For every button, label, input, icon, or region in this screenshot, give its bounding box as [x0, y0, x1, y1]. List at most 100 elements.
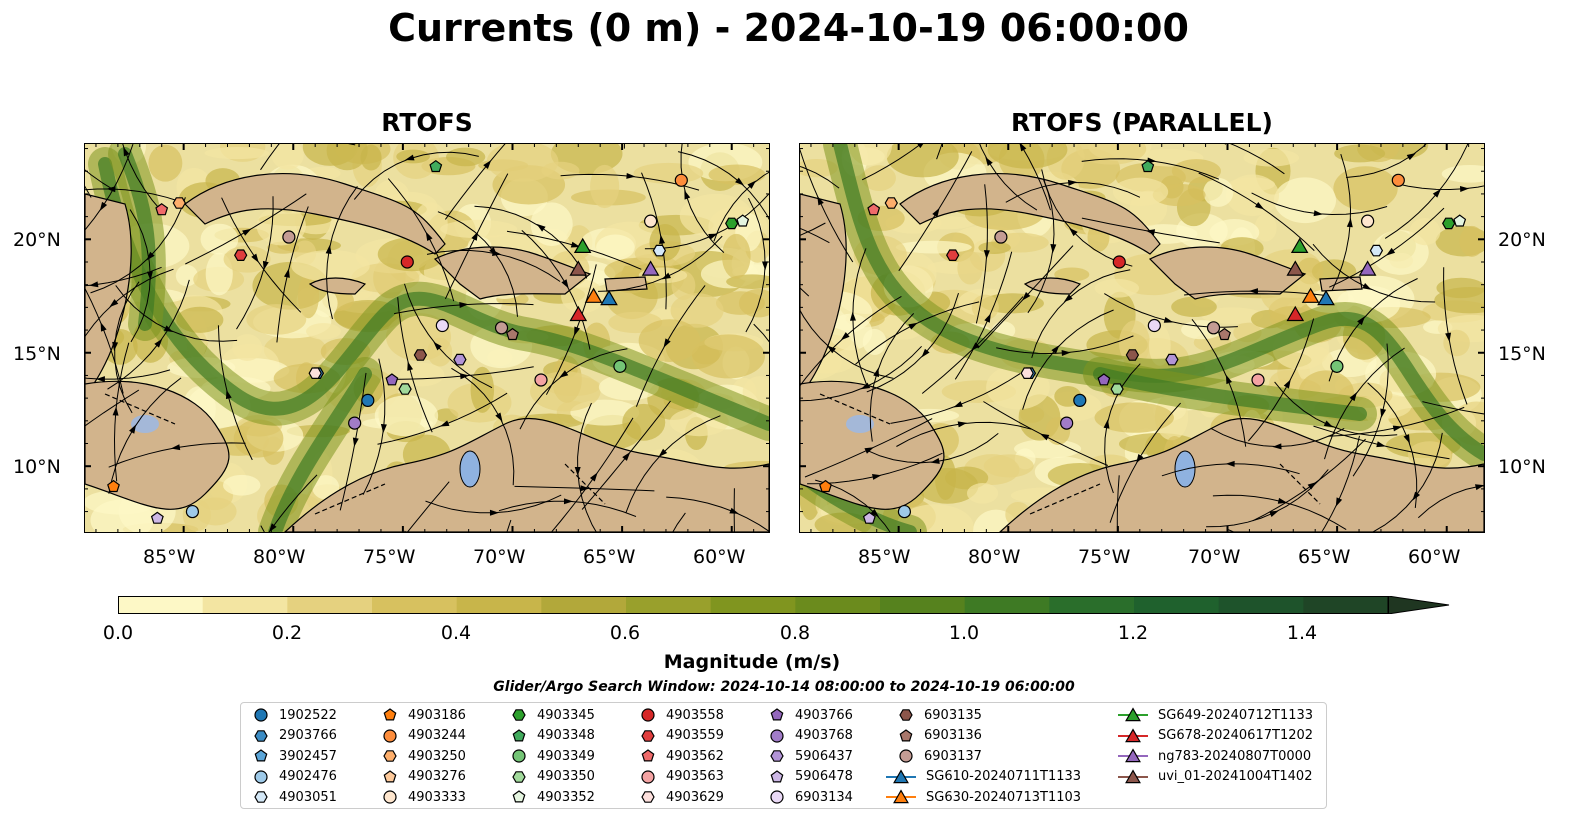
- glider-marker-SG678-20240617T1202[interactable]: [1286, 305, 1305, 322]
- legend-item: 5906478: [767, 767, 853, 787]
- argo-marker-4903349[interactable]: [1330, 359, 1344, 373]
- argo-marker-4903250[interactable]: [884, 197, 898, 209]
- legend-item: 6903134: [767, 787, 853, 807]
- legend-item-label: 5906478: [795, 769, 853, 785]
- argo-marker-4903563[interactable]: [534, 373, 548, 387]
- argo-marker-4903766[interactable]: [1097, 373, 1111, 386]
- argo-marker-4903559[interactable]: [234, 249, 248, 262]
- streamline: [800, 222, 826, 236]
- colorbar-segment: [372, 596, 458, 614]
- argo-marker-6903137[interactable]: [282, 230, 296, 244]
- argo-marker-4903629[interactable]: [308, 367, 322, 379]
- argo-marker-4903345[interactable]: [1442, 217, 1456, 230]
- argo-marker-4903333[interactable]: [644, 214, 658, 228]
- glider-marker-SG649-20240712T1133[interactable]: [573, 237, 592, 254]
- colorbar-tick-7: 1.4: [1286, 622, 1318, 644]
- argo-marker-4903350[interactable]: [398, 383, 412, 395]
- legend-item: 4903244: [380, 726, 466, 746]
- argo-marker-4903559[interactable]: [946, 249, 960, 262]
- streamline-arrow: [561, 279, 569, 289]
- argo-marker-5906437[interactable]: [1165, 353, 1179, 366]
- argo-marker-4903766[interactable]: [385, 373, 399, 386]
- lake-maracaibo: [459, 450, 481, 488]
- legend-item: SG649-20240712T1133: [1116, 705, 1313, 725]
- streamline-arrow: [1225, 460, 1235, 467]
- argo-marker-4903186[interactable]: [107, 479, 120, 493]
- map-rtofs-canvas: [85, 144, 769, 532]
- glider-marker-SG630-20240713T1103[interactable]: [1301, 287, 1320, 303]
- argo-marker-6903137[interactable]: [994, 230, 1008, 244]
- streamline-arrow: [1145, 229, 1156, 236]
- glider-marker-SG610-20240711T1133[interactable]: [600, 289, 618, 306]
- argo-marker-5906437[interactable]: [453, 353, 467, 366]
- legend-item-label: SG649-20240712T1133: [1158, 707, 1314, 723]
- argo-marker-4903563[interactable]: [1251, 373, 1265, 387]
- glider-marker-SG630-20240713T1103[interactable]: [584, 287, 603, 303]
- argo-marker-6903136[interactable]: [506, 327, 519, 341]
- glider-marker-SG678-20240617T1202[interactable]: [569, 305, 588, 322]
- argo-marker-4903333[interactable]: [1361, 214, 1375, 228]
- argo-marker-4903352[interactable]: [1453, 214, 1467, 227]
- argo-marker-4903768[interactable]: [348, 416, 362, 430]
- hexagon-marker-icon: [899, 709, 913, 721]
- glider-marker-SG649-20240712T1133[interactable]: [1290, 237, 1309, 254]
- argo-marker-4902476[interactable]: [897, 504, 912, 519]
- streamline-arrow: [471, 231, 479, 241]
- argo-marker-6903134[interactable]: [1147, 318, 1161, 333]
- argo-marker-6903136[interactable]: [1218, 327, 1231, 341]
- argo-marker-4903345[interactable]: [725, 217, 739, 230]
- streamline-arrow: [489, 246, 498, 256]
- pentagon-marker-icon: [254, 749, 268, 762]
- argo-marker-6903135[interactable]: [413, 349, 428, 361]
- argo-marker-4903350[interactable]: [1110, 383, 1124, 395]
- map-rtofs[interactable]: [84, 143, 770, 533]
- argo-marker-4902476[interactable]: [185, 504, 200, 519]
- argo-marker-4903051[interactable]: [1369, 244, 1384, 257]
- argo-marker-1902522[interactable]: [361, 393, 375, 407]
- lat-tick-10n: 10°N: [13, 456, 61, 478]
- argo-marker-4903051[interactable]: [652, 244, 667, 257]
- streamline-arrow: [735, 177, 745, 186]
- argo-marker-4903348[interactable]: [429, 159, 443, 173]
- legend-item: SG610-20240711T1133: [884, 767, 1081, 787]
- streamline-arrow: [1380, 408, 1387, 418]
- argo-marker-6903137[interactable]: [494, 321, 509, 335]
- glider-marker-ng783-20240807T0000[interactable]: [1358, 260, 1377, 276]
- circle-marker-icon: [770, 728, 784, 743]
- streamline-arrow: [663, 338, 671, 348]
- glider-marker-uvi_01-20241004T1402[interactable]: [569, 260, 588, 276]
- argo-marker-4903186[interactable]: [819, 479, 832, 493]
- argo-marker-5906478[interactable]: [150, 511, 164, 524]
- argo-marker-4903244[interactable]: [1391, 173, 1405, 187]
- argo-marker-1902522[interactable]: [1073, 393, 1087, 407]
- legend-item-label: 4903559: [666, 728, 724, 744]
- argo-marker-4903562[interactable]: [155, 203, 169, 216]
- argo-marker-4903558[interactable]: [400, 255, 414, 269]
- argo-marker-6903134[interactable]: [435, 318, 449, 333]
- triangle-marker-icon: [886, 769, 916, 783]
- streamline-arrow: [1349, 391, 1358, 402]
- streamline-arrow: [1335, 497, 1343, 507]
- glider-marker-ng783-20240807T0000[interactable]: [641, 260, 660, 276]
- glider-marker-uvi_01-20241004T1402[interactable]: [1286, 260, 1305, 276]
- circle-marker-icon: [254, 708, 268, 722]
- glider-marker-SG610-20240711T1133[interactable]: [1317, 289, 1335, 306]
- argo-marker-6903135[interactable]: [1125, 349, 1140, 361]
- streamline-arrow: [380, 423, 387, 434]
- map-rtofs-parallel[interactable]: [799, 143, 1485, 533]
- circle-marker-icon: [512, 749, 526, 763]
- argo-marker-4903629[interactable]: [1020, 367, 1034, 379]
- argo-marker-4903348[interactable]: [1141, 159, 1155, 173]
- argo-marker-4903352[interactable]: [736, 214, 750, 227]
- argo-marker-6903137[interactable]: [1206, 321, 1221, 335]
- argo-marker-4903244[interactable]: [674, 173, 688, 187]
- argo-marker-4903558[interactable]: [1112, 255, 1126, 269]
- argo-marker-5906478[interactable]: [862, 511, 876, 524]
- argo-marker-4903349[interactable]: [613, 359, 627, 373]
- argo-marker-4903768[interactable]: [1060, 416, 1074, 430]
- argo-marker-4903562[interactable]: [867, 203, 881, 216]
- legend-item-label: SG678-20240617T1202: [1158, 728, 1314, 744]
- colorbar-segment: [541, 596, 627, 614]
- argo-marker-4903250[interactable]: [172, 197, 186, 209]
- streamline-arrow: [1459, 185, 1470, 192]
